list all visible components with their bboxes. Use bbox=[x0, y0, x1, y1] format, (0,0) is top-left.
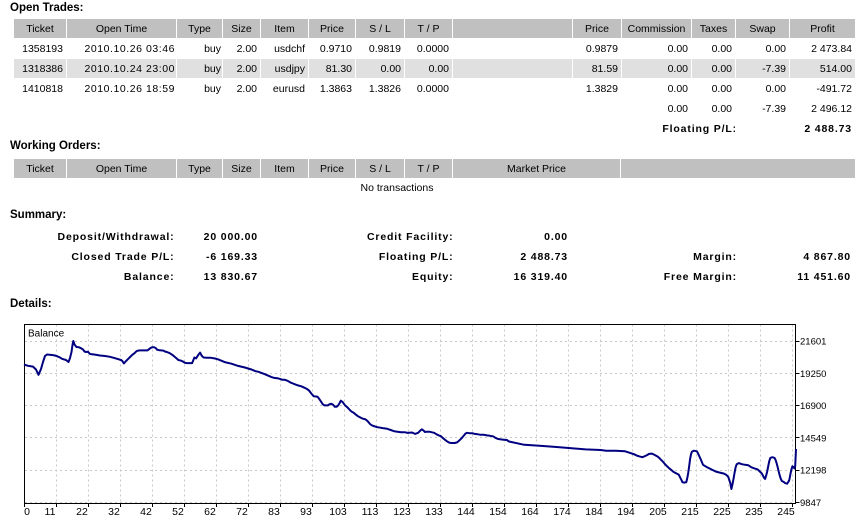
svg-text:62: 62 bbox=[204, 506, 216, 518]
svg-text:9847: 9847 bbox=[800, 498, 821, 509]
svg-text:93: 93 bbox=[300, 506, 312, 518]
svg-text:0: 0 bbox=[24, 506, 30, 518]
svg-text:123: 123 bbox=[393, 506, 411, 518]
svg-text:194: 194 bbox=[617, 506, 635, 518]
svg-text:174: 174 bbox=[553, 506, 571, 518]
svg-text:42: 42 bbox=[140, 506, 152, 518]
svg-text:113: 113 bbox=[362, 506, 379, 518]
svg-text:215: 215 bbox=[681, 506, 699, 518]
svg-text:22: 22 bbox=[76, 506, 88, 518]
svg-text:32: 32 bbox=[108, 506, 120, 518]
svg-text:19250: 19250 bbox=[800, 369, 826, 380]
svg-text:52: 52 bbox=[172, 506, 184, 518]
svg-text:72: 72 bbox=[236, 506, 248, 518]
svg-text:12198: 12198 bbox=[800, 466, 826, 477]
svg-text:Balance: Balance bbox=[28, 329, 65, 340]
svg-text:14549: 14549 bbox=[800, 433, 826, 444]
svg-text:133: 133 bbox=[425, 506, 443, 518]
svg-text:21601: 21601 bbox=[800, 337, 826, 348]
svg-text:235: 235 bbox=[745, 506, 763, 518]
svg-text:11: 11 bbox=[45, 506, 56, 518]
svg-text:144: 144 bbox=[457, 506, 475, 518]
svg-text:164: 164 bbox=[521, 506, 539, 518]
svg-text:225: 225 bbox=[713, 506, 731, 518]
svg-text:245: 245 bbox=[777, 506, 795, 518]
svg-text:83: 83 bbox=[268, 506, 280, 518]
svg-text:16900: 16900 bbox=[800, 401, 826, 412]
svg-text:205: 205 bbox=[649, 506, 667, 518]
svg-text:154: 154 bbox=[489, 506, 507, 518]
svg-text:103: 103 bbox=[329, 506, 347, 518]
svg-text:184: 184 bbox=[585, 506, 603, 518]
